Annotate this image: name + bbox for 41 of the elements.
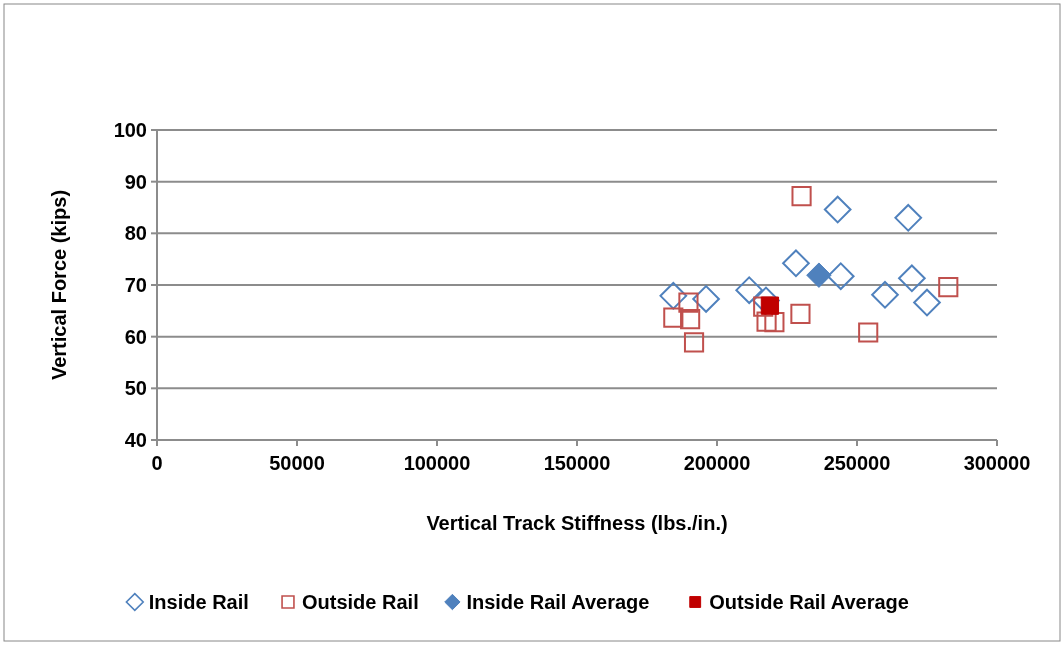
y-tick-label: 80: [124, 222, 147, 245]
y-tick-label: 70: [124, 274, 147, 296]
x-tick-label: 300000: [963, 452, 1031, 474]
point: [678, 292, 699, 313]
x-axis-title: Vertical Track Stiffness (lbs./in.): [426, 512, 728, 534]
x-tick-label: 50000: [269, 452, 325, 474]
y-tick-label: 50: [124, 377, 147, 400]
point: [806, 262, 832, 288]
x-tick-label: 200000: [683, 452, 751, 474]
point: [826, 262, 855, 291]
legend-label: Inside Rail Average: [466, 591, 650, 613]
point: [913, 288, 941, 317]
point: [790, 303, 811, 325]
point: [791, 186, 812, 207]
point: [692, 285, 720, 313]
point: [871, 280, 899, 309]
point: [659, 282, 688, 310]
point: [782, 249, 810, 278]
point: [938, 276, 959, 298]
point: [680, 309, 701, 330]
point: [764, 312, 785, 333]
point: [823, 195, 852, 224]
y-tick-label: 90: [124, 170, 147, 193]
x-tick-label: 100000: [403, 452, 471, 474]
legend-label: Outside Rail Average: [709, 591, 909, 613]
point: [756, 311, 777, 332]
point: [898, 264, 926, 293]
point: [735, 276, 764, 304]
y-axis-title: Vertical Force (kips): [48, 189, 70, 381]
point: [858, 322, 879, 343]
x-tick-label: 250000: [823, 452, 891, 474]
y-tick-label: 100: [113, 119, 147, 141]
x-tick-label: 150000: [543, 452, 611, 474]
point: [894, 204, 923, 232]
y-tick-label: 60: [124, 325, 147, 348]
x-tick-label: 0: [151, 452, 163, 474]
legend-label: Outside Rail: [302, 591, 419, 613]
point: [683, 332, 705, 353]
legend-label: Inside Rail: [148, 591, 249, 613]
point: [663, 307, 684, 328]
y-tick-label: 40: [124, 429, 147, 451]
